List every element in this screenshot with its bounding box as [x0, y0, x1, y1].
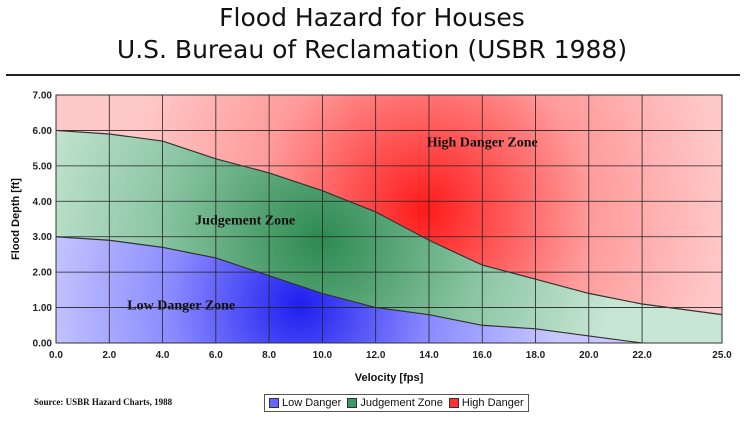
- x-tick-label: 10.0: [313, 350, 333, 361]
- judgement-zone-label: Judgement Zone: [195, 213, 295, 228]
- y-axis-label: Flood Depth [ft]: [10, 178, 22, 260]
- legend-swatch-low-danger: [269, 398, 279, 408]
- legend-item-high-danger: High Danger: [448, 397, 524, 409]
- legend-label-judgement-zone: Judgement Zone: [360, 397, 443, 409]
- x-axis-label: Velocity [fps]: [355, 372, 424, 384]
- source-note: Source: USBR Hazard Charts, 1988: [34, 397, 173, 407]
- legend-swatch-high-danger: [448, 398, 459, 408]
- x-tick-label: 4.0: [156, 350, 170, 361]
- chart-legend: Low Danger Judgement Zone High Danger: [264, 394, 529, 412]
- x-tick-label: 16.0: [473, 350, 493, 361]
- x-tick-label: 8.0: [262, 350, 276, 361]
- x-tick-label: 20.0: [579, 350, 599, 361]
- y-tick-label: 1.00: [33, 303, 53, 314]
- y-tick-label: 7.00: [33, 91, 53, 102]
- legend-item-low-danger: Low Danger: [269, 397, 341, 409]
- x-tick-label: 2.0: [102, 350, 116, 361]
- y-tick-label: 2.00: [33, 268, 53, 279]
- high-danger-zone-label: High Danger Zone: [427, 135, 538, 150]
- legend-item-judgement-zone: Judgement Zone: [347, 397, 443, 409]
- y-tick-label: 4.00: [33, 197, 53, 208]
- chart-title-line-2: U.S. Bureau of Reclamation (USBR 1988): [116, 35, 628, 64]
- x-tick-label: 18.0: [526, 350, 546, 361]
- legend-label-high-danger: High Danger: [461, 397, 524, 409]
- low-danger-zone-label: Low Danger Zone: [127, 298, 235, 313]
- chart-title-line-1: Flood Hazard for Houses: [219, 3, 525, 32]
- x-tick-label: 14.0: [419, 350, 439, 361]
- low-danger-area: [56, 236, 643, 343]
- legend-label-low-danger: Low Danger: [282, 397, 342, 409]
- y-tick-label: 3.00: [33, 232, 53, 243]
- title-divider: [6, 74, 740, 76]
- low-danger-line: [55, 236, 643, 344]
- x-tick-label: 22.0: [632, 350, 652, 361]
- x-tick-label: 6.0: [209, 350, 223, 361]
- x-tick-label: 25.0: [712, 350, 732, 361]
- judgement-zone-line: [55, 129, 723, 316]
- y-tick-label: 5.00: [33, 161, 53, 172]
- x-tick-label: 0.0: [49, 350, 63, 361]
- x-tick-label: 12.0: [366, 350, 386, 361]
- plot-border: [55, 94, 723, 344]
- y-tick-label: 0.00: [33, 339, 53, 350]
- y-tick-label: 6.00: [33, 126, 53, 137]
- legend-swatch-judgement-zone: [347, 398, 358, 408]
